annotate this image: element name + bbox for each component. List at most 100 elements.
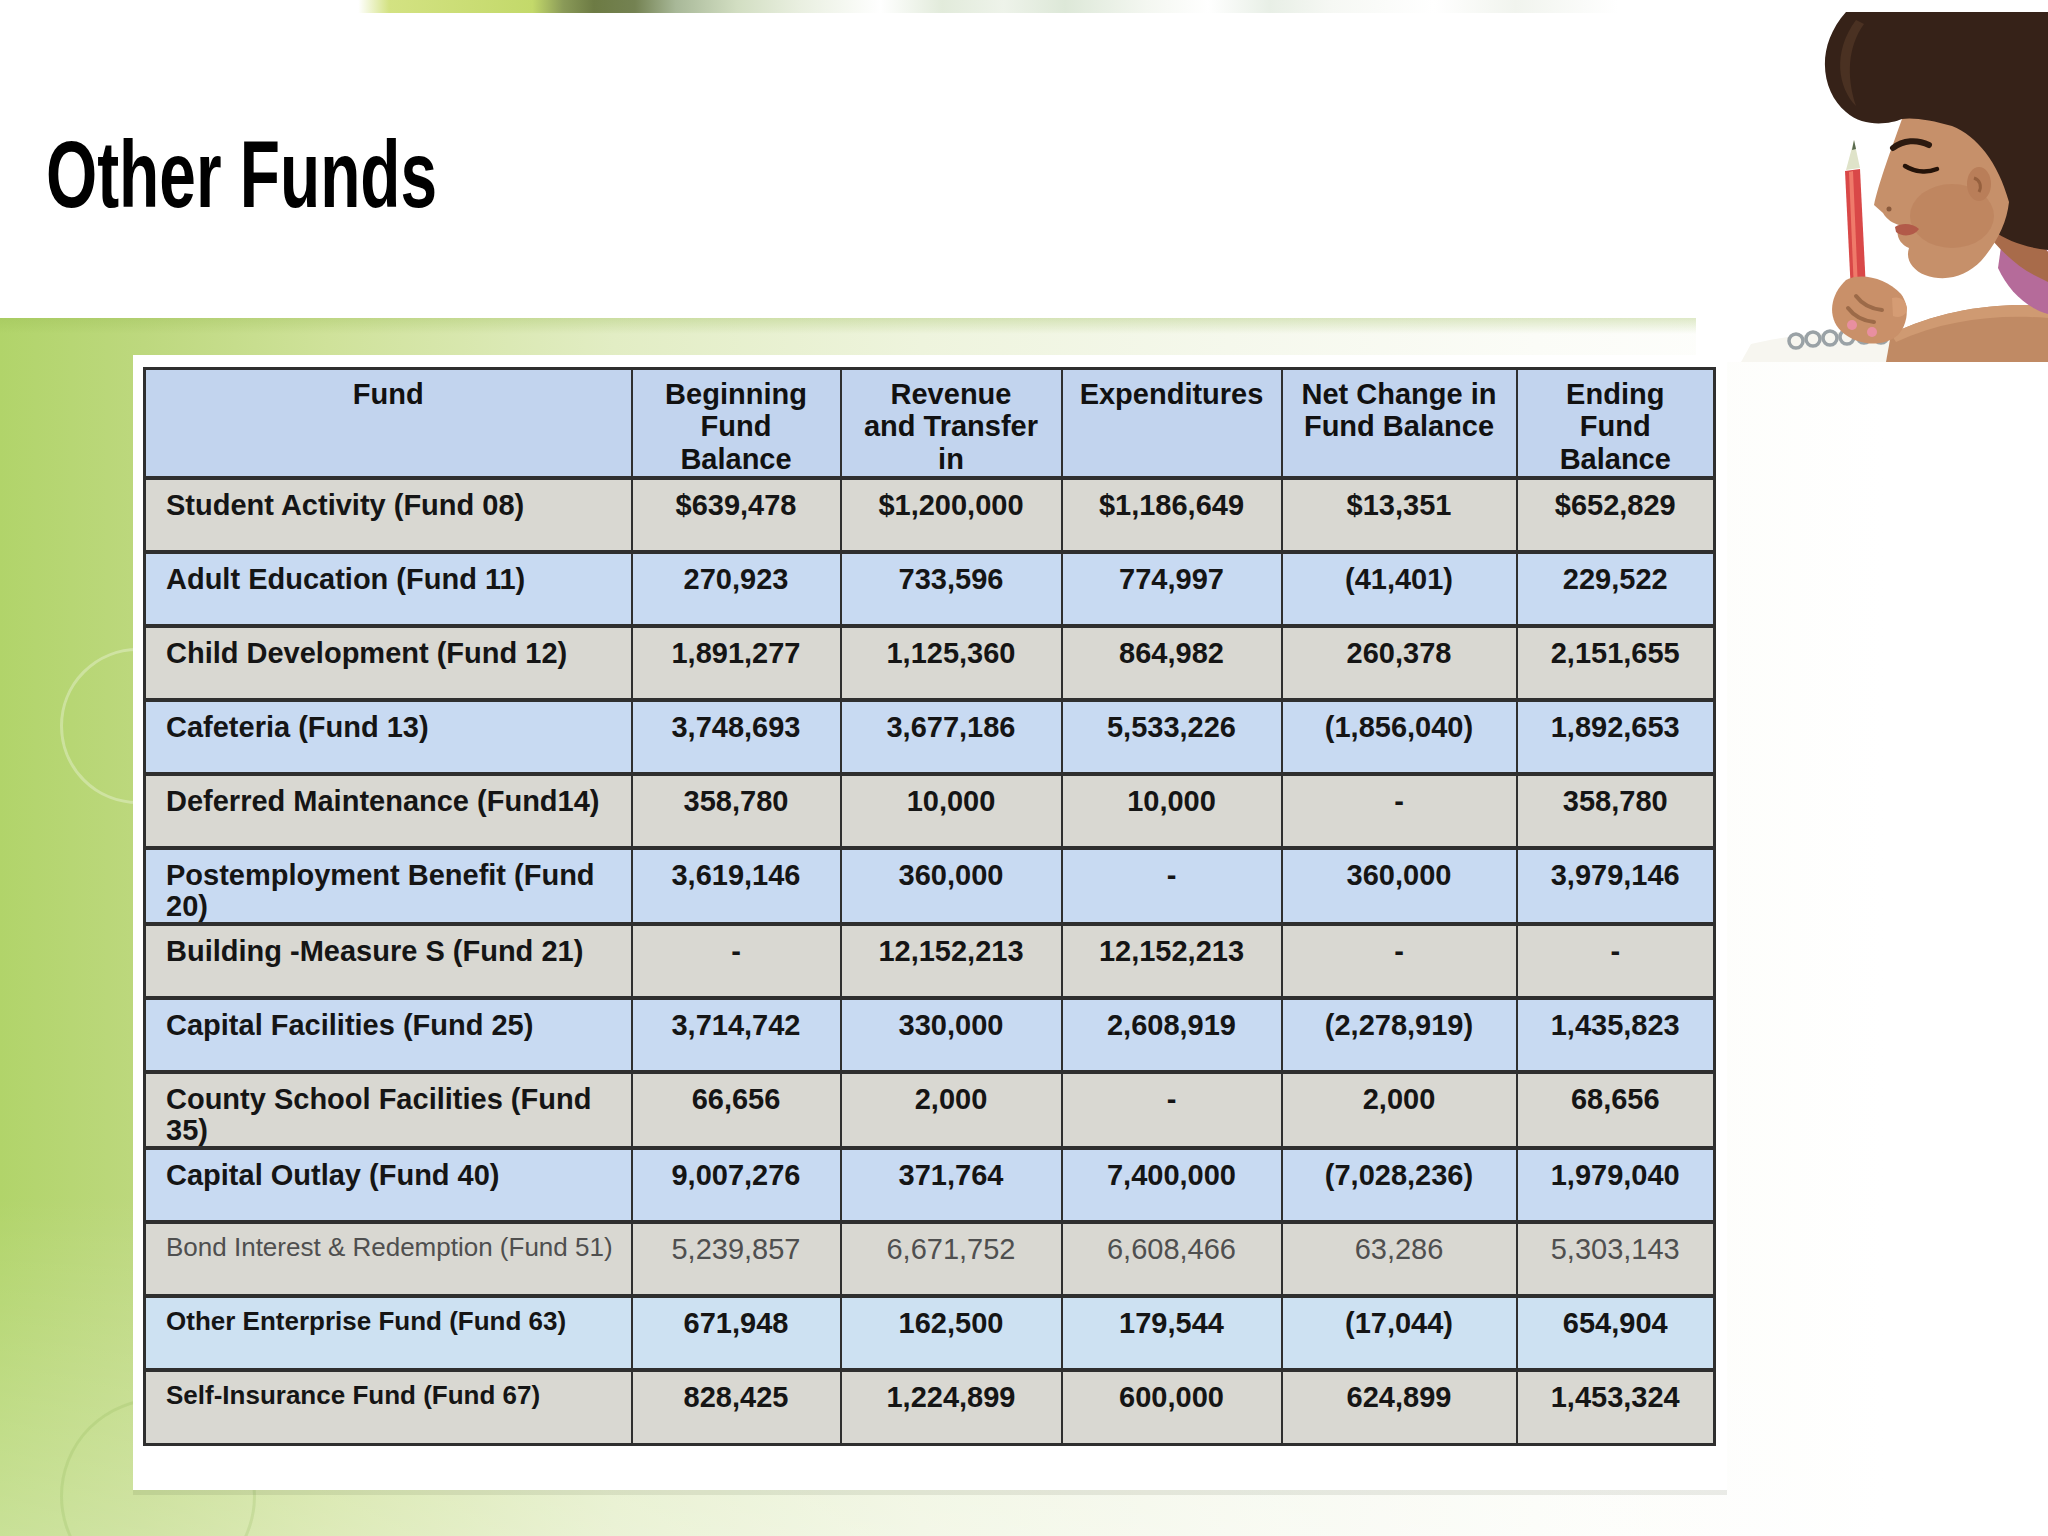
pencil-tip-wood [1846,140,1860,170]
beginning-cell: 828,425 [632,1370,841,1444]
expenditures-cell: $1,186,649 [1062,478,1282,552]
beginning-cell: 3,714,742 [632,998,841,1072]
beginning-cell: 358,780 [632,774,841,848]
table-row: Other Enterprise Fund (Fund 63)671,94816… [145,1296,1715,1370]
beginning-cell: 270,923 [632,552,841,626]
revenue-cell: 1,224,899 [841,1370,1062,1444]
expenditures-cell: 6,608,466 [1062,1222,1282,1296]
table-row: Deferred Maintenance (Fund14)358,78010,0… [145,774,1715,848]
ending-cell: 229,522 [1517,552,1715,626]
expenditures-cell: 2,608,919 [1062,998,1282,1072]
ending-cell: 654,904 [1517,1296,1715,1370]
presentation-slide: Other Funds [0,0,2048,1536]
beginning-cell: 5,239,857 [632,1222,841,1296]
expenditures-cell: 12,152,213 [1062,924,1282,998]
ending-cell: - [1517,924,1715,998]
fund-name-cell: Deferred Maintenance (Fund14) [145,774,632,848]
table-row: Cafeteria (Fund 13)3,748,6933,677,1865,5… [145,700,1715,774]
table-row: Bond Interest & Redemption (Fund 51)5,23… [145,1222,1715,1296]
beginning-cell: 671,948 [632,1296,841,1370]
column-header-revenue: Revenue and Transfer in [841,369,1062,479]
table-row: Capital Outlay (Fund 40)9,007,276371,764… [145,1148,1715,1222]
fund-name-cell: Building -Measure S (Fund 21) [145,924,632,998]
child-writing-photo [1696,12,2048,362]
net_change-cell: - [1282,924,1517,998]
beginning-cell: 1,891,277 [632,626,841,700]
net_change-cell: 360,000 [1282,848,1517,924]
expenditures-cell: 10,000 [1062,774,1282,848]
ending-cell: 1,892,653 [1517,700,1715,774]
slide-title: Other Funds [46,128,437,222]
ending-cell: 358,780 [1517,774,1715,848]
table-row: Capital Facilities (Fund 25)3,714,742330… [145,998,1715,1072]
fund-name-cell: County School Facilities (Fund 35) [145,1072,632,1148]
pencil-lead [1852,140,1856,150]
column-header-fund: Fund [145,369,632,479]
revenue-cell: 1,125,360 [841,626,1062,700]
ending-cell: 1,453,324 [1517,1370,1715,1444]
revenue-cell: 6,671,752 [841,1222,1062,1296]
net_change-cell: $13,351 [1282,478,1517,552]
beginning-cell: 66,656 [632,1072,841,1148]
fund-name-cell: Student Activity (Fund 08) [145,478,632,552]
fund-name-cell: Child Development (Fund 12) [145,626,632,700]
net_change-cell: - [1282,774,1517,848]
net_change-cell: (17,044) [1282,1296,1517,1370]
fund-name-cell: Postemployment Benefit (Fund 20) [145,848,632,924]
net_change-cell: 624,899 [1282,1370,1517,1444]
ending-cell: 2,151,655 [1517,626,1715,700]
expenditures-cell: 864,982 [1062,626,1282,700]
expenditures-cell: 600,000 [1062,1370,1282,1444]
revenue-cell: 3,677,186 [841,700,1062,774]
fund-name-cell: Cafeteria (Fund 13) [145,700,632,774]
net_change-cell: 2,000 [1282,1072,1517,1148]
revenue-cell: $1,200,000 [841,478,1062,552]
ending-cell: 3,979,146 [1517,848,1715,924]
ending-cell: 1,979,040 [1517,1148,1715,1222]
revenue-cell: 371,764 [841,1148,1062,1222]
table-row: Postemployment Benefit (Fund 20)3,619,14… [145,848,1715,924]
revenue-cell: 360,000 [841,848,1062,924]
table-row: Student Activity (Fund 08)$639,478$1,200… [145,478,1715,552]
revenue-cell: 10,000 [841,774,1062,848]
fingernail [1847,320,1857,330]
expenditures-cell: - [1062,848,1282,924]
fund-name-cell: Adult Education (Fund 11) [145,552,632,626]
ending-cell: 5,303,143 [1517,1222,1715,1296]
net_change-cell: (41,401) [1282,552,1517,626]
column-header-expenditures: Expenditures [1062,369,1282,479]
column-header-net_change: Net Change in Fund Balance [1282,369,1517,479]
fund-name-cell: Other Enterprise Fund (Fund 63) [145,1296,632,1370]
expenditures-cell: 179,544 [1062,1296,1282,1370]
net_change-cell: (7,028,236) [1282,1148,1517,1222]
child-writing-illustration [1696,12,2048,362]
net_change-cell: (1,856,040) [1282,700,1517,774]
fund-name-cell: Bond Interest & Redemption (Fund 51) [145,1222,632,1296]
table-row: Building -Measure S (Fund 21)-12,152,213… [145,924,1715,998]
net_change-cell: 260,378 [1282,626,1517,700]
expenditures-cell: 774,997 [1062,552,1282,626]
expenditures-cell: 7,400,000 [1062,1148,1282,1222]
table-row: County School Facilities (Fund 35)66,656… [145,1072,1715,1148]
table-row: Self-Insurance Fund (Fund 67)828,4251,22… [145,1370,1715,1444]
beginning-cell: - [632,924,841,998]
net_change-cell: 63,286 [1282,1222,1517,1296]
revenue-cell: 330,000 [841,998,1062,1072]
expenditures-cell: 5,533,226 [1062,700,1282,774]
revenue-cell: 12,152,213 [841,924,1062,998]
revenue-cell: 2,000 [841,1072,1062,1148]
beginning-cell: 3,748,693 [632,700,841,774]
beginning-cell: $639,478 [632,478,841,552]
table-row: Child Development (Fund 12)1,891,2771,12… [145,626,1715,700]
net_change-cell: (2,278,919) [1282,998,1517,1072]
fund-name-cell: Self-Insurance Fund (Fund 67) [145,1370,632,1444]
ending-cell: 1,435,823 [1517,998,1715,1072]
revenue-cell: 733,596 [841,552,1062,626]
column-header-ending: Ending Fund Balance [1517,369,1715,479]
fingernail [1867,327,1877,337]
fund-name-cell: Capital Facilities (Fund 25) [145,998,632,1072]
header-row: FundBeginning Fund BalanceRevenue and Tr… [145,369,1715,479]
table-card: FundBeginning Fund BalanceRevenue and Tr… [133,355,1727,1490]
ending-cell: 68,656 [1517,1072,1715,1148]
beginning-cell: 3,619,146 [632,848,841,924]
